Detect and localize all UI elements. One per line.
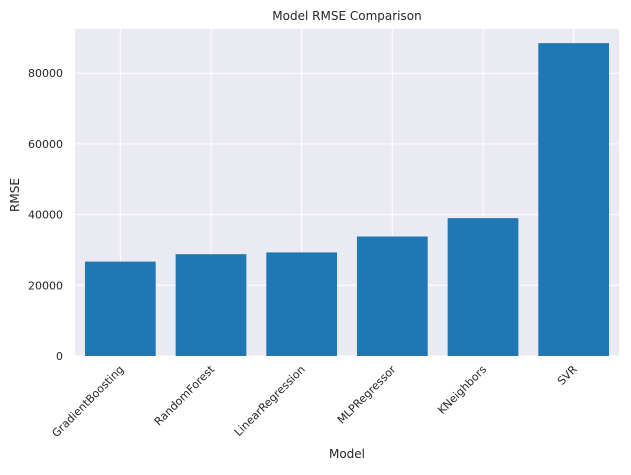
x-tick-label: LinearRegression [232, 363, 308, 439]
bars [84, 43, 610, 357]
plot-area [75, 29, 619, 356]
x-tick-label: MLPRegressor [335, 363, 399, 427]
bar-kneighbors [447, 218, 519, 356]
x-tick-label: KNeighbors [435, 363, 489, 417]
x-axis-label: Model [329, 447, 365, 461]
chart-title: Model RMSE Comparison [272, 9, 421, 23]
y-tick-labels: 0 20000 40000 60000 80000 [28, 67, 63, 363]
bar-randomforest [175, 254, 247, 356]
y-tick-label: 40000 [28, 209, 63, 222]
bar-svr [538, 43, 610, 357]
x-tick-label: GradientBoosting [49, 363, 126, 440]
x-tick-label: SVR [555, 363, 580, 388]
bar-mlpregressor [356, 236, 428, 356]
y-axis-label: RMSE [8, 178, 22, 212]
bar-gradientboosting [84, 261, 156, 356]
y-tick-label: 20000 [28, 279, 63, 292]
y-tick-label: 0 [56, 350, 63, 363]
y-tick-label: 60000 [28, 138, 63, 151]
y-tick-label: 80000 [28, 67, 63, 80]
x-tick-labels: GradientBoosting RandomForest LinearRegres… [49, 362, 580, 440]
bar-linearregression [266, 252, 338, 356]
x-tick-label: RandomForest [152, 362, 218, 428]
